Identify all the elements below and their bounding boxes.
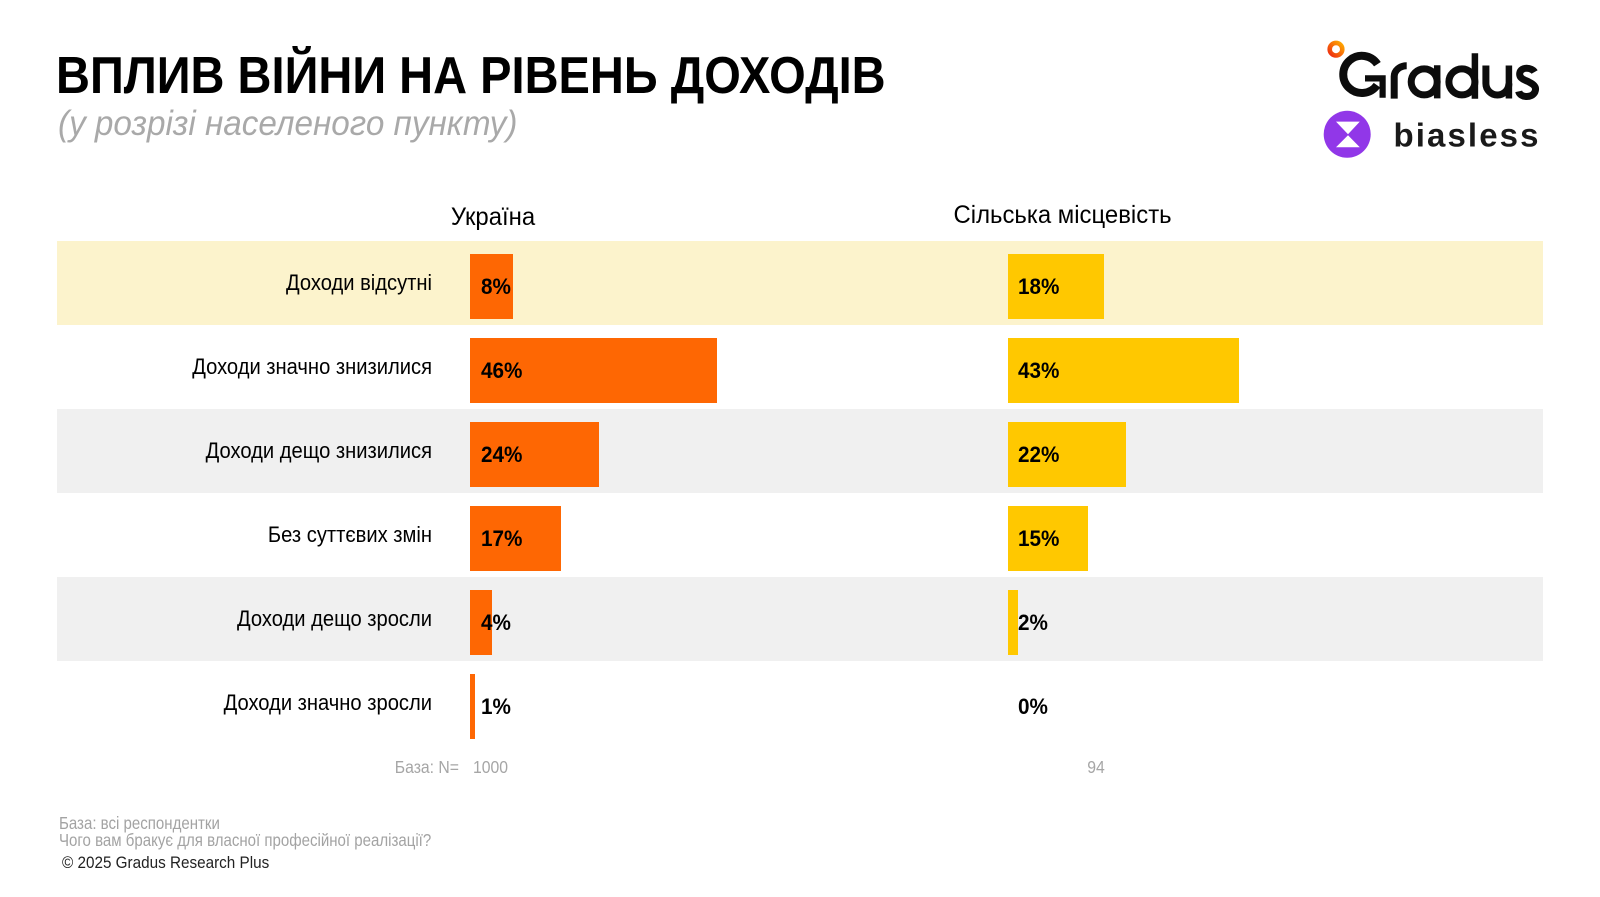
svg-text:biasless: biasless bbox=[1394, 116, 1541, 153]
